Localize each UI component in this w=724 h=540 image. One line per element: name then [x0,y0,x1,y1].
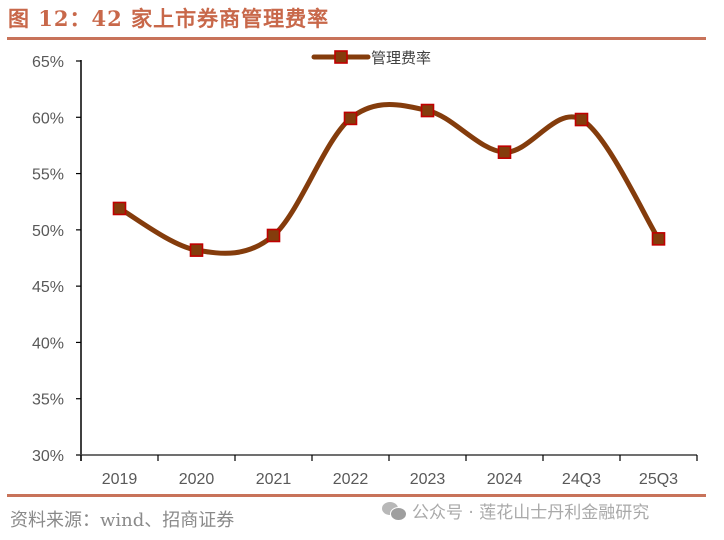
y-tick-label: 30% [32,448,64,465]
x-tick-label: 2024 [487,471,523,488]
chart-title: 图 12：42 家上市券商管理费率 [8,6,330,31]
wechat-icon [382,501,408,521]
y-tick-label: 55% [32,167,64,184]
y-tick-label: 45% [32,279,64,296]
watermark-text: 公众号 · 莲花山士丹利金融研究 [412,503,650,523]
x-tick-label: 2022 [333,471,369,488]
data-point-marker [112,201,127,216]
line-chart: 30% 35% 40% 45% 50% 55% 60% 65% 2019 2020 2021 202… [32,49,698,488]
legend-label: 管理费率 [371,49,431,67]
source-note: 资料来源：wind、招商证券 [10,510,235,531]
x-tick-label: 2023 [410,471,446,488]
y-tick-label: 50% [32,223,64,240]
data-point-marker [574,112,589,127]
data-point-marker [266,228,281,243]
y-axis: 30% 35% 40% 45% 50% 55% 60% 65% [32,54,82,465]
title-divider [7,37,706,40]
legend: 管理费率 [311,49,431,67]
y-tick-label: 60% [32,110,64,127]
y-tick-label: 65% [32,54,64,71]
watermark: 公众号 · 莲花山士丹利金融研究 [382,498,649,523]
x-tick-label: 25Q3 [639,471,678,488]
data-point-marker [420,103,435,118]
y-tick-label: 40% [32,335,64,352]
x-axis: 2019 2020 2021 2022 2023 2024 24Q3 25Q3 [76,454,698,488]
x-tick-label: 2020 [179,471,215,488]
x-tick-label: 24Q3 [562,471,601,488]
data-point-marker [343,111,358,126]
y-tick-label: 35% [32,392,64,409]
data-point-marker [651,232,666,246]
x-tick-label: 2019 [102,471,138,488]
data-point-marker [497,145,512,159]
data-point-marker [189,243,204,257]
series-management-fee-rate [112,102,666,257]
x-tick-label: 2021 [256,471,292,488]
footer-divider [7,494,706,497]
